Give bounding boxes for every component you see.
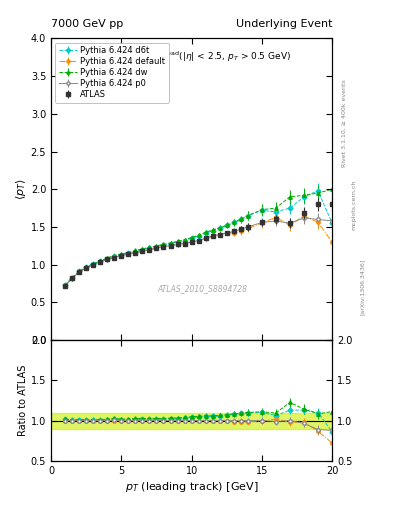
- Y-axis label: Ratio to ATLAS: Ratio to ATLAS: [18, 365, 28, 436]
- Text: Underlying Event: Underlying Event: [235, 19, 332, 29]
- Text: mcplots.cern.ch: mcplots.cern.ch: [351, 180, 356, 230]
- Text: Rivet 3.1.10, ≥ 400k events: Rivet 3.1.10, ≥ 400k events: [342, 79, 346, 167]
- Bar: [51, 413, 332, 429]
- Y-axis label: $\langle p_T \rangle$: $\langle p_T \rangle$: [14, 178, 28, 200]
- Text: Average $p_T$ vs $p_T^{\rm lead}$($|\eta|$ < 2.5, $p_T$ > 0.5 GeV): Average $p_T$ vs $p_T^{\rm lead}$($|\eta…: [93, 49, 290, 64]
- Text: 7000 GeV pp: 7000 GeV pp: [51, 19, 123, 29]
- Legend: Pythia 6.424 d6t, Pythia 6.424 default, Pythia 6.424 dw, Pythia 6.424 p0, ATLAS: Pythia 6.424 d6t, Pythia 6.424 default, …: [55, 42, 169, 102]
- Text: [arXiv:1306.3436]: [arXiv:1306.3436]: [360, 259, 365, 315]
- X-axis label: $p_T$ (leading track) [GeV]: $p_T$ (leading track) [GeV]: [125, 480, 259, 494]
- Text: ATLAS_2010_S8894728: ATLAS_2010_S8894728: [158, 284, 248, 293]
